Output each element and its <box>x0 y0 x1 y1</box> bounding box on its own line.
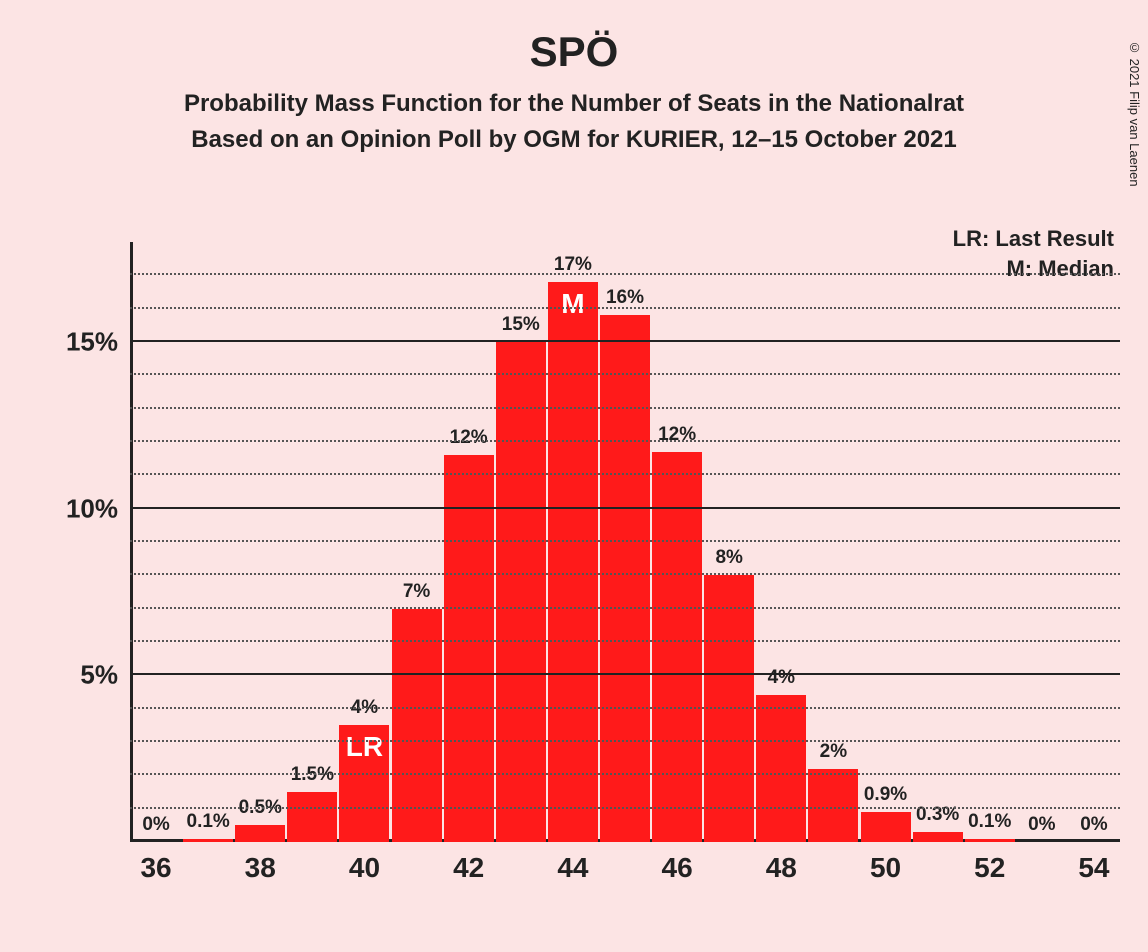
x-tick-label: 54 <box>1078 852 1109 884</box>
bar-value-label: 2% <box>820 741 847 763</box>
bar <box>183 839 233 842</box>
bar-value-label: 12% <box>658 424 696 446</box>
bar-value-label: 0% <box>142 814 169 836</box>
bar <box>287 792 337 842</box>
gridline-major <box>130 507 1120 509</box>
bar <box>756 695 806 842</box>
bar <box>652 452 702 842</box>
x-tick-label: 42 <box>453 852 484 884</box>
bar <box>913 832 963 842</box>
bar-value-label: 4% <box>768 667 795 689</box>
bar <box>235 825 285 842</box>
bar-value-label: 8% <box>715 547 742 569</box>
gridline-minor <box>130 407 1120 409</box>
gridline-minor <box>130 640 1120 642</box>
gridline-minor <box>130 307 1120 309</box>
x-tick-label: 50 <box>870 852 901 884</box>
gridline-minor <box>130 740 1120 742</box>
x-tick-label: 46 <box>662 852 693 884</box>
gridline-minor <box>130 440 1120 442</box>
bar <box>808 769 858 842</box>
bar-annotation: M <box>561 288 584 320</box>
y-tick-label: 5% <box>80 660 118 691</box>
bar <box>496 342 546 842</box>
bar <box>861 812 911 842</box>
gridline-minor <box>130 373 1120 375</box>
x-tick-label: 38 <box>245 852 276 884</box>
y-tick-label: 15% <box>66 327 118 358</box>
copyright-text: © 2021 Filip van Laenen <box>1127 40 1142 187</box>
chart-subtitle-2: Based on an Opinion Poll by OGM for KURI… <box>0 126 1148 154</box>
bar <box>444 455 494 842</box>
gridline-minor <box>130 607 1120 609</box>
plot-area: 0%0.1%0.5%1.5%4%LR7%12%15%17%M16%12%8%4%… <box>130 242 1120 842</box>
chart-title: SPÖ <box>0 28 1148 76</box>
bar-value-label: 7% <box>403 581 430 603</box>
x-tick-label: 36 <box>140 852 171 884</box>
x-tick-label: 52 <box>974 852 1005 884</box>
bar-value-label: 0.1% <box>187 811 230 833</box>
bar-value-label: 0% <box>1080 814 1107 836</box>
bar-value-label: 0% <box>1028 814 1055 836</box>
gridline-minor <box>130 773 1120 775</box>
gridline-major <box>130 673 1120 675</box>
gridline-minor <box>130 807 1120 809</box>
bar <box>965 839 1015 842</box>
gridline-major <box>130 340 1120 342</box>
bar-value-label: 0.9% <box>864 784 907 806</box>
x-tick-label: 48 <box>766 852 797 884</box>
gridline-minor <box>130 473 1120 475</box>
gridline-minor <box>130 707 1120 709</box>
y-tick-label: 10% <box>66 493 118 524</box>
gridline-minor <box>130 540 1120 542</box>
bars-container: 0%0.1%0.5%1.5%4%LR7%12%15%17%M16%12%8%4%… <box>130 242 1120 842</box>
x-tick-label: 44 <box>557 852 588 884</box>
bar-value-label: 15% <box>502 314 540 336</box>
bar-value-label: 12% <box>450 427 488 449</box>
bar-annotation: LR <box>346 731 383 763</box>
gridline-minor <box>130 573 1120 575</box>
bar <box>548 282 598 842</box>
gridline-minor <box>130 273 1120 275</box>
chart-subtitle-1: Probability Mass Function for the Number… <box>0 90 1148 118</box>
bar-value-label: 0.1% <box>968 811 1011 833</box>
bar <box>704 575 754 842</box>
x-tick-label: 40 <box>349 852 380 884</box>
bar <box>600 315 650 842</box>
